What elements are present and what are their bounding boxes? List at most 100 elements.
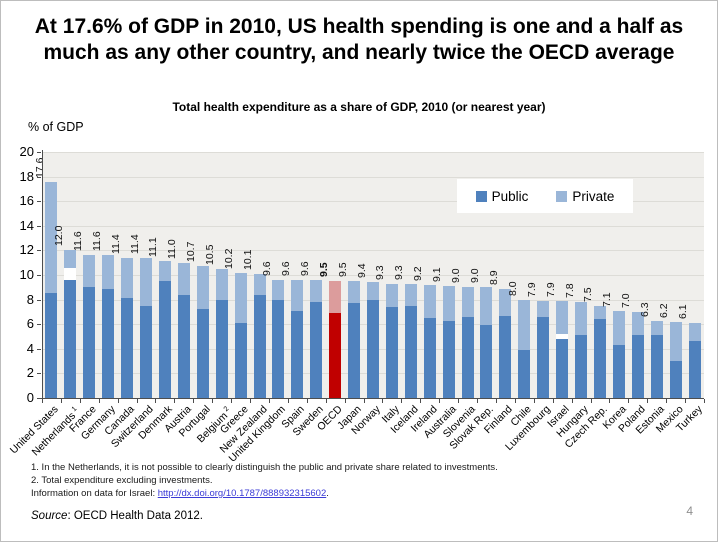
bar-value-israel: 7.9: [544, 282, 557, 297]
bar-israel-private: [556, 300, 569, 335]
bar-united-kingdom-private: [272, 279, 285, 300]
bar-germany-private: [102, 255, 115, 289]
y-axis-line: [42, 150, 43, 399]
y-tick-label-10: 10: [19, 267, 34, 282]
y-tick-2: [37, 373, 41, 375]
israel-data-link[interactable]: http://dx.doi.org/10.1787/888932315602: [157, 488, 327, 499]
bar-value-denmark: 11.1: [147, 237, 160, 258]
bar-value-japan: 9.5: [336, 262, 349, 278]
bar-value-germany: 11.6: [90, 231, 103, 252]
bar-greece-public: [234, 322, 247, 398]
bar-value-netherlands: 12.0: [52, 225, 65, 247]
bar-denmark-private: [158, 261, 171, 282]
footnote-marker-2: 2: [220, 405, 231, 415]
y-tick-20: [37, 152, 41, 153]
page-number: 4: [686, 504, 693, 518]
x-tick-8: [193, 399, 195, 403]
x-tick-35: [704, 399, 705, 403]
footnotes: 1. In the Netherlands, it is not possibl…: [31, 461, 701, 500]
bar-spain-public: [291, 310, 304, 398]
y-tick-label-12: 12: [19, 242, 34, 258]
bar-value-luxembourg: 7.9: [525, 282, 538, 297]
x-tick-19: [401, 399, 403, 403]
bar-belgium-public: [215, 299, 228, 398]
bar-new-zealand-public: [253, 294, 266, 398]
bar-canada-public: [121, 298, 134, 398]
bar-poland-public: [631, 335, 644, 398]
bar-korea-public: [612, 345, 625, 398]
x-tick-11: [250, 399, 252, 403]
bar-chile-private: [518, 299, 531, 351]
bar-estonia-private: [650, 320, 663, 336]
x-tick-24: [495, 399, 497, 403]
gridline-18: [42, 176, 704, 178]
bar-netherlands-unallocated: [64, 267, 77, 280]
footnote-2: 2. Total expenditure excluding investmen…: [31, 475, 213, 486]
bar-slovenia-public: [461, 316, 474, 398]
bar-turkey-public: [688, 341, 701, 398]
bar-korea-private: [612, 310, 625, 346]
x-tick-2: [79, 399, 81, 403]
bar-hungary-public: [575, 335, 588, 398]
bar-value-korea: 7.1: [601, 292, 614, 307]
bar-slovenia-private: [461, 287, 474, 317]
x-tick-32: [647, 399, 649, 403]
bar-value-switzerland: 11.4: [128, 234, 141, 254]
bar-value-iceland: 9.3: [393, 265, 406, 280]
bar-mexico-private: [669, 321, 682, 362]
x-tick-17: [363, 399, 365, 403]
y-tick-label-8: 8: [26, 291, 34, 307]
bar-italy-public: [385, 306, 398, 398]
x-tick-23: [477, 399, 479, 403]
bar-value-chile: 8.0: [506, 280, 519, 296]
y-tick-4: [37, 348, 41, 350]
gridline-12: [42, 250, 704, 252]
x-tick-20: [420, 399, 422, 403]
bar-sweden-private: [310, 279, 323, 303]
x-tick-18: [382, 399, 384, 403]
gridline-16: [42, 201, 704, 203]
bar-luxembourg-public: [537, 316, 550, 398]
y-tick-16: [37, 201, 41, 203]
bar-switzerland-private: [140, 257, 153, 306]
y-axis-unit-label: % of GDP: [28, 120, 84, 134]
x-tick-1: [60, 399, 62, 403]
bar-value-france: 11.6: [71, 231, 84, 252]
legend-entry-public: Public: [475, 188, 529, 204]
bar-iceland-private: [404, 283, 417, 306]
bar-united-kingdom-public: [272, 299, 285, 398]
bar-australia-private: [442, 286, 455, 321]
bar-spain-private: [291, 279, 304, 311]
x-tick-13: [287, 399, 289, 403]
bar-value-portugal: 10.7: [185, 241, 198, 263]
bar-denmark-public: [158, 281, 171, 398]
x-tick-29: [590, 399, 592, 403]
y-tick-14: [37, 225, 41, 227]
bar-canada-private: [121, 257, 134, 299]
y-tick-label-14: 14: [19, 217, 34, 233]
bar-value-oecd: 9.5: [317, 262, 330, 278]
bar-value-spain: 9.6: [279, 261, 292, 276]
y-tick-label-20: 20: [19, 144, 34, 159]
slide-title: At 17.6% of GDP in 2010, US health spend…: [34, 15, 684, 65]
x-tick-10: [231, 399, 233, 403]
bar-united-states-private: [45, 181, 58, 294]
bar-israel-unallocated: [556, 334, 569, 339]
x-tick-34: [685, 399, 687, 403]
bar-france-private: [83, 255, 96, 288]
bar-value-estonia: 6.3: [639, 301, 652, 317]
bar-iceland-public: [404, 305, 417, 398]
bar-ireland-public: [423, 318, 436, 398]
bar-estonia-public: [650, 335, 663, 398]
footnote-israel: Information on data for Israel: http://d…: [31, 487, 701, 500]
bar-value-turkey: 6.1: [677, 304, 690, 319]
x-tick-5: [136, 399, 138, 403]
bar-norway-private: [367, 282, 379, 300]
footnote-1: 1. In the Netherlands, it is not possibl…: [31, 462, 498, 473]
bar-slovak-rep-private: [480, 287, 493, 326]
bar-oecd-public: [329, 313, 342, 398]
bar-value-canada: 11.4: [109, 234, 122, 254]
x-tick-6: [155, 399, 157, 403]
legend-label-public: Public: [491, 188, 529, 204]
bar-austria-public: [177, 294, 190, 398]
